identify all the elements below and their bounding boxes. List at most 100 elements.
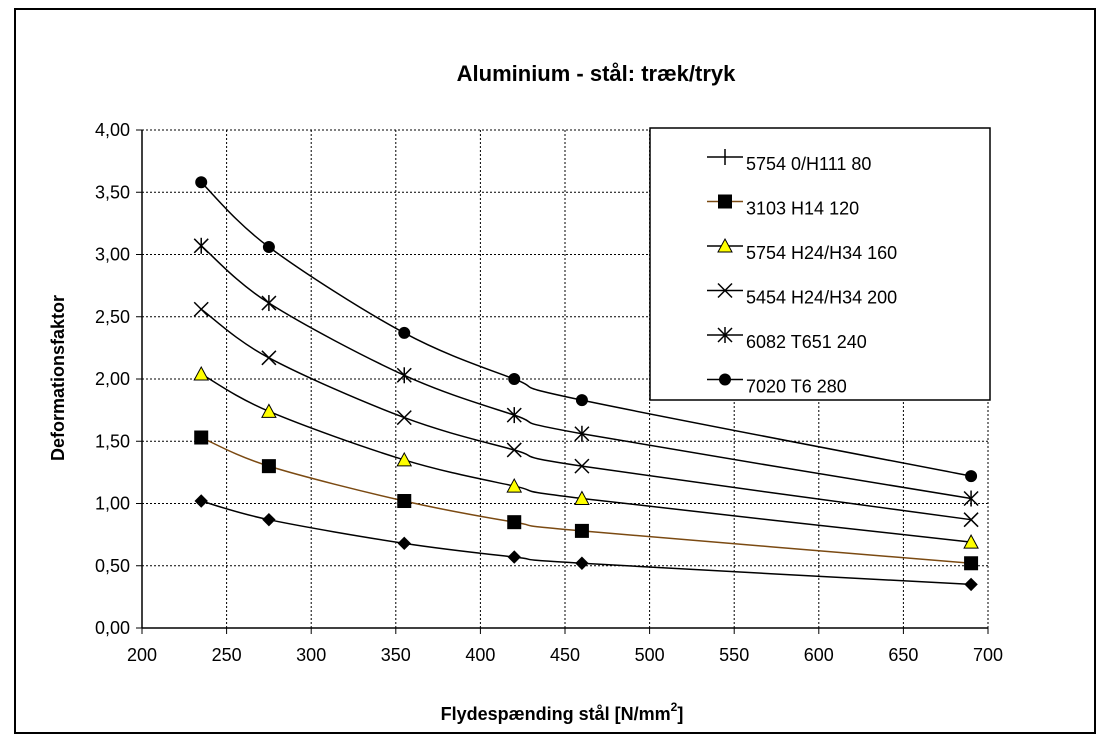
data-point [261,403,277,418]
series-3 [193,365,979,549]
legend-item: 7020 T6 280 [707,373,847,397]
marker-shape [508,373,521,385]
data-point [193,237,209,254]
legend-marker [719,373,731,386]
data-point [506,442,522,458]
marker-shape [397,536,411,551]
data-point [574,523,589,538]
legend-label: 3103 H14 120 [746,199,859,219]
x-axis-label-main: Flydespænding stål [N/mm [441,704,671,724]
data-point [397,494,412,509]
x-tick-label: 250 [212,645,242,665]
legend-marker [718,194,732,209]
legend-item: 5754 0/H111 80 [707,149,871,174]
legend-item: 6082 T651 240 [707,327,867,352]
y-tick-label: 3,50 [95,182,130,202]
marker-shape [193,365,210,381]
legend-item: 5454 H24/H34 200 [707,282,897,308]
data-point [963,534,979,549]
legend-label: 6082 T651 240 [746,332,867,352]
marker-stroke [506,442,522,458]
marker-shape [507,515,522,530]
marker-shape [261,459,276,474]
legend-label: 5454 H24/H34 200 [746,288,897,308]
x-axis-label: Flydespænding stål [N/mm2] [441,700,684,724]
marker-shape [194,494,208,508]
data-point [575,394,588,407]
x-tick-label: 200 [127,645,157,665]
marker-stroke [963,512,979,528]
marker-shape [574,490,590,506]
legend: 5754 0/H111 80 3103 H14 120 5754 H24/H34 1… [649,127,991,401]
y-tick-label: 3,00 [95,245,130,265]
x-axis-label-tail: ] [677,704,683,724]
data-point [506,407,522,424]
chart-frame: Aluminium - stål: træk/tryk 200 250 300 350… [14,8,1096,734]
marker-shape [574,523,589,538]
x-tick-label: 350 [381,645,411,665]
series-line [201,500,972,586]
data-point [195,176,208,189]
marker-shape [575,394,588,407]
data-point [964,556,979,571]
data-point [396,410,412,426]
data-point [396,367,412,384]
legend-item: 3103 H14 120 [707,194,859,219]
marker-stroke [717,282,733,299]
data-point [396,451,413,467]
marker-shape [397,494,412,509]
marker-stroke [396,410,412,426]
x-tick-label: 550 [719,645,749,665]
marker-shape [262,241,275,254]
marker-stroke [261,350,277,366]
data-point [575,556,589,570]
chart-svg: Aluminium - stål: træk/tryk 200 250 300 350… [48,61,1003,724]
data-point [964,577,978,592]
marker-shape [506,478,523,493]
y-tick-label: 1,50 [95,431,130,451]
data-point [262,241,275,254]
data-point [261,350,277,366]
data-point [574,425,590,442]
marker-shape [964,577,978,592]
marker-shape [194,430,209,445]
marker-shape [261,403,277,418]
marker-shape [718,194,732,209]
marker-shape [965,470,978,483]
marker-shape [195,176,208,189]
legend-label: 5754 H24/H34 160 [746,243,897,263]
x-tick-label: 600 [804,645,834,665]
series-layer [193,176,979,592]
chart-title: Aluminium - stål: træk/tryk [457,61,736,86]
data-point [507,515,522,530]
data-point [262,512,276,527]
legend-marker [717,237,733,253]
y-tick-label: 2,00 [95,369,130,389]
x-tick-label: 500 [635,645,665,665]
data-point [397,536,411,551]
marker-shape [575,556,589,570]
marker-shape [719,373,731,386]
data-point [194,430,209,445]
marker-shape [398,326,411,339]
series-5 [193,237,979,507]
data-point [261,295,277,312]
marker-stroke [574,458,590,474]
axis-layer: 200 250 300 350 400 450 500 550 600 650 700 0,00 0,5… [95,120,1003,665]
series-4 [193,301,979,528]
y-tick-label: 4,00 [95,120,130,140]
y-axis-label: Deformationsfaktor [48,295,68,461]
legend-item: 5754 H24/H34 160 [707,237,897,263]
x-tick-label: 400 [465,645,495,665]
data-point [398,326,411,339]
data-point [507,550,521,564]
data-point [574,490,590,506]
data-point [194,494,208,508]
data-point [508,373,521,385]
x-tick-label: 300 [296,645,326,665]
marker-shape [963,534,979,549]
marker-shape [396,451,413,467]
legend-marker [717,327,733,343]
data-point [506,478,523,493]
marker-shape [964,556,979,571]
